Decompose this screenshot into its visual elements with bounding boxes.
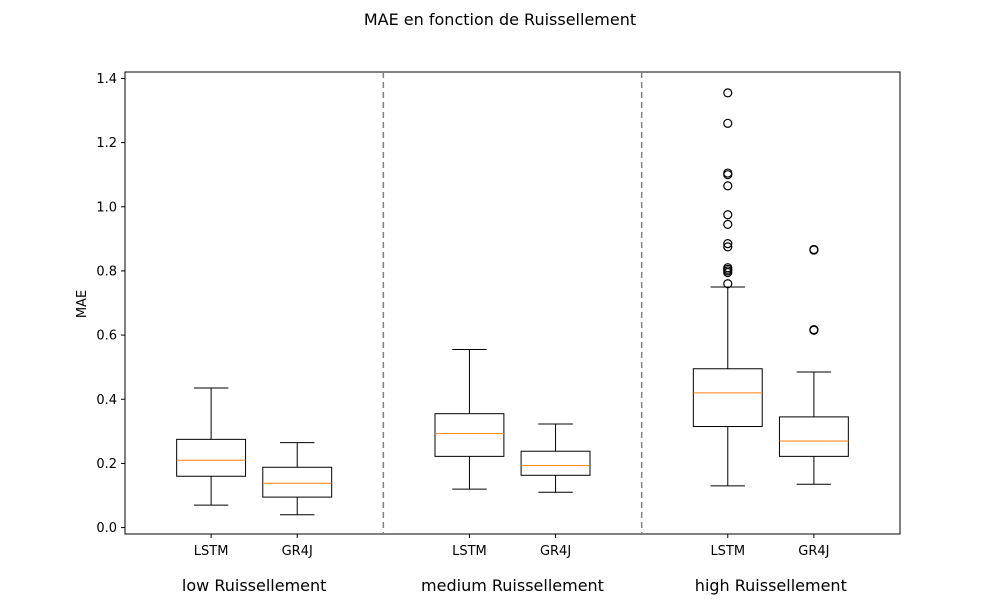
outlier-point — [809, 244, 819, 255]
x-axis-tick-labels: LSTM GR4J LSTM GR4J LSTM GR4J — [194, 534, 829, 559]
outlier-point — [723, 168, 733, 178]
box-series — [176, 88, 849, 516]
box-gr4j-group-2 — [520, 423, 591, 493]
outlier-point — [723, 88, 733, 98]
y-tick-label: 0.0 — [96, 521, 117, 536]
y-tick-label: 0.4 — [96, 393, 117, 408]
box-lstm-group-2 — [434, 349, 505, 490]
box-lstm-group-1 — [176, 387, 247, 506]
x-tick-label: LSTM — [710, 544, 745, 559]
y-tick-label: 0.2 — [96, 457, 117, 472]
y-tick-label: 1.0 — [96, 200, 117, 215]
group-label-2: medium Ruissellement — [421, 576, 604, 595]
y-axis-label: MAE — [75, 290, 90, 318]
box-lstm-group-3 — [692, 88, 763, 487]
group-label-1: low Ruissellement — [182, 576, 326, 595]
y-tick-label: 0.6 — [96, 329, 117, 344]
x-tick-label: GR4J — [798, 544, 829, 559]
outlier-point — [723, 263, 733, 273]
chart-title: MAE en fonction de Ruissellement — [364, 10, 636, 29]
outlier-point — [723, 219, 733, 229]
box-iqr — [176, 438, 247, 477]
y-axis: 0.0 0.2 0.4 0.6 0.8 1.0 1.2 1.4 — [96, 72, 125, 536]
y-tick-label: 1.4 — [96, 72, 117, 87]
outlier-point — [723, 279, 733, 289]
box-iqr — [262, 466, 333, 498]
group-separators — [382, 72, 643, 534]
outlier-point — [723, 210, 733, 220]
box-iqr — [778, 416, 849, 457]
outlier-point — [809, 325, 819, 335]
x-tick-label: LSTM — [194, 544, 229, 559]
outlier-point — [723, 181, 733, 191]
y-tick-label: 1.2 — [96, 136, 117, 151]
x-tick-label: GR4J — [282, 544, 313, 559]
box-gr4j-group-1 — [262, 442, 333, 516]
box-iqr — [692, 368, 763, 428]
x-tick-label: GR4J — [540, 544, 571, 559]
box-iqr — [520, 450, 591, 476]
y-tick-label: 0.8 — [96, 264, 117, 279]
group-label-3: high Ruissellement — [695, 576, 847, 595]
x-tick-label: LSTM — [452, 544, 487, 559]
box-iqr — [434, 413, 505, 457]
outlier-point — [723, 242, 733, 252]
outlier-point — [723, 118, 733, 128]
group-labels: low Ruissellement medium Ruissellement hig… — [182, 576, 847, 595]
plot-area-frame — [124, 71, 901, 535]
box-gr4j-group-3 — [778, 244, 849, 485]
outlier-point — [723, 239, 733, 249]
